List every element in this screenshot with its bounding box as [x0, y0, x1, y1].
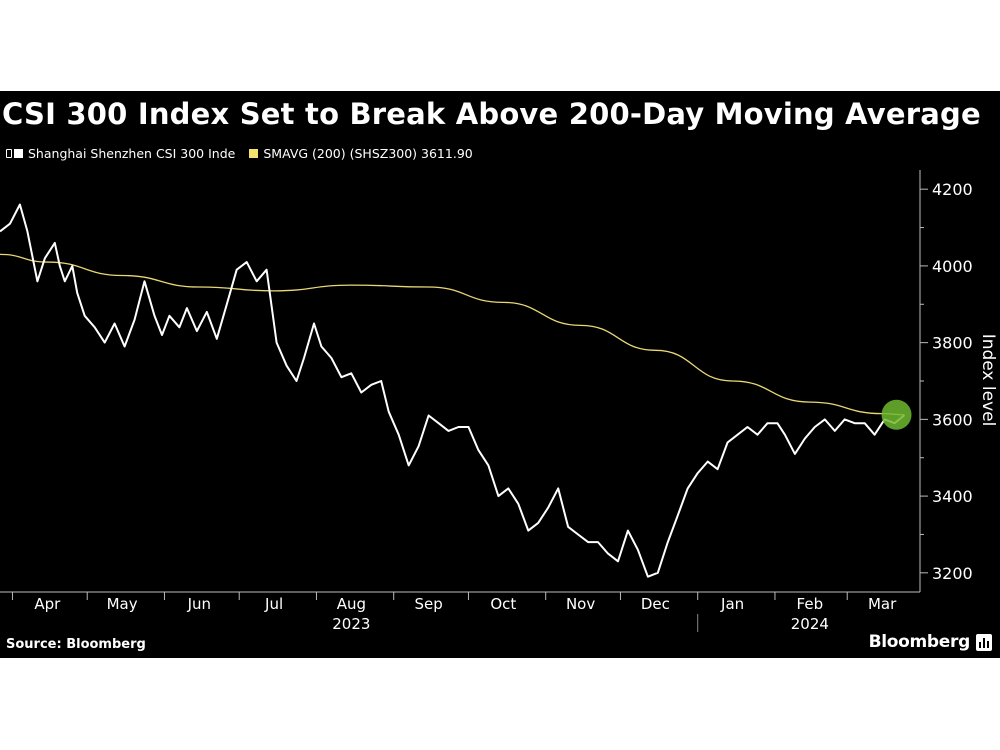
- sma-series: [0, 253, 905, 416]
- legend-item-index: Shanghai Shenzhen CSI 300 Inde: [14, 146, 235, 161]
- chart-title: CSI 300 Index Set to Break Above 200-Day…: [2, 97, 981, 131]
- index-line: [0, 203, 906, 578]
- legend-swatch-sma: [249, 148, 259, 158]
- y-tick-label: 3600: [932, 410, 973, 429]
- x-tick-label: Aug: [337, 595, 366, 613]
- source-note: Source: Bloomberg: [6, 637, 146, 652]
- y-tick-label: 3800: [932, 334, 973, 353]
- x-tick-label: Jul: [264, 595, 283, 613]
- x-tick-label: Feb: [797, 595, 824, 613]
- axes: 4200 4000 3800 3600 3400 3200 Apr May Jun Jul Aug S…: [0, 170, 973, 633]
- legend: Shanghai Shenzhen CSI 300 Inde SMAVG (20…: [6, 145, 487, 161]
- legend-item-sma: SMAVG (200) (SHSZ300) 3611.90: [249, 145, 473, 161]
- y-tick-label: 4200: [932, 180, 973, 199]
- y-tick-label: 4000: [932, 257, 973, 276]
- x-tick-label: Oct: [490, 595, 516, 613]
- sma-line: [0, 253, 905, 416]
- x-tick-label: Dec: [641, 595, 670, 613]
- x-tick-label: Jun: [187, 595, 211, 613]
- highlight: [881, 399, 912, 430]
- year-label: 2024: [791, 615, 829, 633]
- x-tick-label: Mar: [868, 595, 897, 613]
- year-label: 2023: [332, 615, 370, 633]
- index-series: [0, 203, 906, 578]
- bloomberg-logo: Bloomberg: [869, 632, 992, 652]
- x-tick-label: Nov: [566, 595, 595, 613]
- legend-label-sma: SMAVG (200) (SHSZ300) 3611.90: [263, 145, 473, 161]
- legend-symbol-icon: [6, 148, 12, 158]
- y-tick-label: 3200: [932, 564, 973, 583]
- x-tick-label: Jan: [720, 595, 744, 613]
- legend-swatch-index: [14, 148, 23, 158]
- bloomberg-terminal-icon: [976, 633, 992, 651]
- x-tick-label: Apr: [34, 595, 61, 613]
- brand-text: Bloomberg: [868, 632, 971, 652]
- x-tick-label: May: [107, 595, 138, 613]
- legend-label-index: Shanghai Shenzhen CSI 300 Inde: [28, 145, 236, 161]
- y-tick-label: 3400: [932, 487, 973, 506]
- y-axis-label: Index level: [978, 334, 998, 427]
- chart-panel: [0, 91, 1000, 658]
- highlight-circle: [881, 399, 912, 430]
- x-tick-label: Sep: [414, 595, 442, 613]
